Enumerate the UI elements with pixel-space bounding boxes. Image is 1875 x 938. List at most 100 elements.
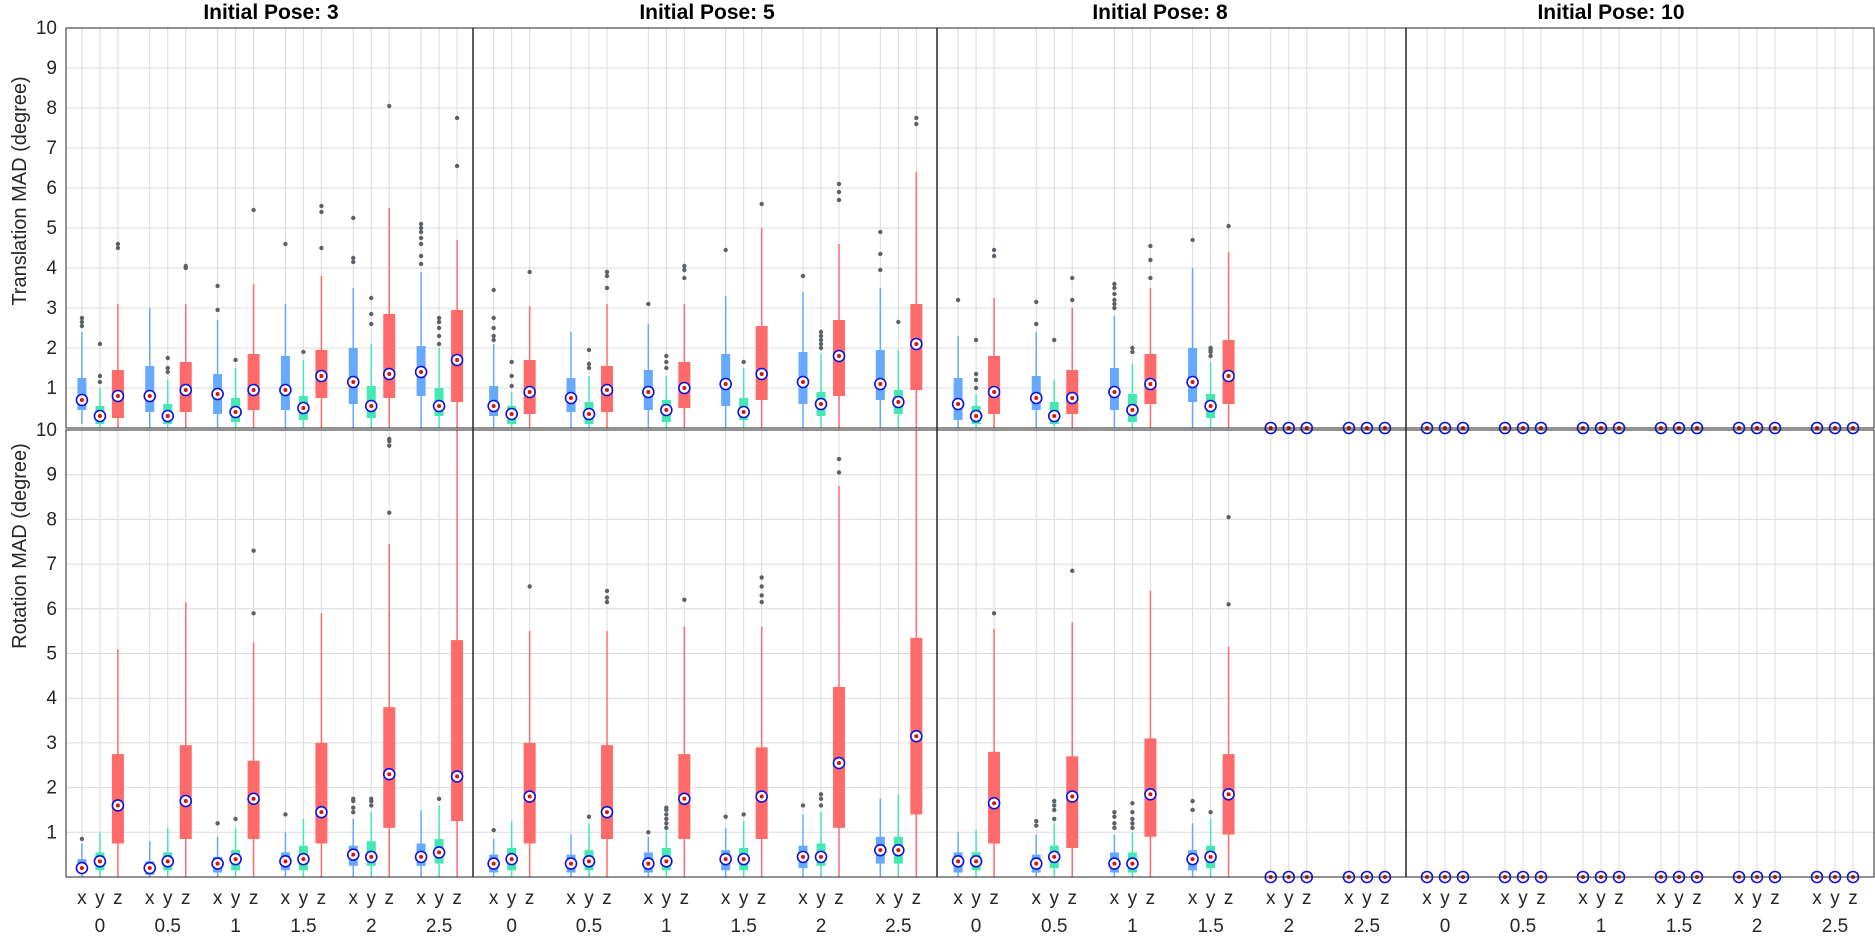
outlier-point-y (436, 796, 442, 801)
x-tick-label-axis: y (662, 888, 672, 909)
outlier-point-x (491, 287, 496, 293)
mean-marker-dot-y (664, 859, 669, 864)
x-tick-label-noise: 0.5 (1510, 916, 1536, 937)
y-tick-labels: 1 2 3 4 5 6 7 8 9 10 1 2 3 4 5 6 7 8 9 10 (36, 18, 58, 843)
mean-marker-dot-x (283, 859, 288, 864)
x-tick-label-noise: 1.5 (730, 916, 756, 937)
mean-marker-dot-z (914, 734, 919, 739)
outlier-point-z (759, 575, 764, 580)
mean-marker-dot-x (419, 370, 424, 374)
mean-marker-dot-x (283, 388, 288, 392)
grid-lines (66, 27, 1874, 877)
y-tick-label: 10 (36, 420, 57, 441)
x-tick-label-axis: y (1830, 888, 1840, 909)
outlier-point-y (1052, 337, 1057, 343)
x-tick-label-noise: 2 (1283, 916, 1294, 937)
outlier-point-z (1226, 223, 1231, 229)
outlier-point-z (251, 611, 256, 616)
x-tick-label-noise: 0.5 (576, 916, 602, 937)
outlier-point-x (646, 830, 651, 835)
outlier-point-x (418, 261, 424, 267)
mean-marker-dot-y (165, 414, 170, 418)
outlier-point-z (527, 269, 532, 275)
mean-marker-dot-y (301, 406, 306, 410)
outlier-point-y (664, 812, 669, 817)
mean-marker-dot-y (97, 859, 102, 864)
outlier-point-y (973, 377, 979, 383)
x-tick-label-noise: 0 (971, 916, 982, 937)
mean-marker-dot-y (896, 400, 901, 404)
x-tick-label-noise: 1.5 (1197, 916, 1223, 937)
outlier-point-y (973, 371, 979, 377)
mean-marker-dot-x (723, 382, 728, 386)
x-tick-label-axis: z (1458, 888, 1468, 909)
outlier-point-z (759, 593, 764, 598)
mean-marker-dot-z (527, 390, 532, 394)
outlier-point-z (319, 245, 324, 251)
outlier-point-x (1034, 299, 1039, 305)
mean-marker-dot-z (682, 796, 687, 801)
box-iqr-z (179, 745, 192, 840)
outlier-point-y (369, 311, 374, 317)
x-tick-label-noise: 0 (1440, 916, 1451, 937)
x-tick-label-axis: x (77, 888, 87, 909)
x-tick-label-axis: x (1812, 888, 1822, 909)
outlier-point-y (586, 814, 592, 819)
outlier-point-z (991, 611, 997, 616)
outlier-point-x (1112, 291, 1117, 297)
x-tick-label-axis: y (1752, 888, 1762, 909)
x-tick-label-axis: z (989, 888, 999, 909)
mean-marker-dot-y (819, 854, 823, 859)
box-iqr-x (145, 366, 155, 412)
mean-marker-dot-y (437, 850, 442, 855)
x-tick-label-axis: y (739, 888, 749, 909)
outlier-point-x (955, 297, 961, 303)
x-tick-label-axis: y (434, 888, 444, 909)
x-tick-label-axis: x (1578, 888, 1588, 909)
outlier-point-y (509, 359, 514, 365)
outlier-point-y (664, 359, 669, 365)
outlier-point-x (1034, 321, 1039, 327)
row-y-labels: Translation MAD (degree) Rotation MAD (d… (9, 76, 31, 649)
outlier-point-x (418, 241, 424, 247)
y-tick-label: 8 (46, 509, 57, 530)
mean-marker-dot-x (1190, 380, 1195, 384)
outlier-point-y (369, 295, 374, 301)
outlier-point-z (319, 209, 324, 215)
mean-marker-dot-y (741, 410, 746, 414)
x-tick-label-noise: 1 (1127, 916, 1138, 937)
y-tick-label: 1 (46, 822, 57, 843)
outlier-point-x (491, 337, 496, 343)
outlier-point-y (369, 803, 374, 808)
mean-marker-dot-z (759, 372, 764, 376)
outlier-point-z (1070, 275, 1075, 281)
mean-marker-dot-z (837, 354, 841, 358)
mean-marker-dot-y (1208, 404, 1213, 408)
outlier-point-x (1190, 798, 1195, 804)
outlier-point-z (836, 189, 842, 195)
outlier-point-y (1208, 353, 1213, 359)
outlier-point-x (491, 827, 496, 833)
outlier-point-x (1190, 807, 1195, 813)
x-tick-label-axis: z (452, 888, 462, 909)
outlier-point-z (836, 181, 842, 187)
mean-marker-dot-z (759, 794, 764, 799)
outlier-point-x (79, 323, 85, 329)
outlier-point-x (283, 812, 288, 817)
x-tick-label-axis: x (1500, 888, 1510, 909)
outlier-point-y (369, 321, 374, 327)
outlier-point-x (1112, 285, 1117, 291)
outlier-point-x (351, 259, 356, 265)
x-tick-label-axis: y (231, 888, 241, 909)
x-tick-label-axis: y (507, 888, 517, 909)
row-frame-0 (65, 27, 1875, 429)
outlier-point-z (387, 436, 392, 442)
outlier-point-y (586, 361, 592, 367)
box-iqr-z (315, 742, 328, 844)
y-tick-label: 10 (36, 18, 57, 39)
x-tick-label-axis: y (1596, 888, 1606, 909)
x-tick-label-axis: x (1422, 888, 1432, 909)
x-tick-label-axis: x (281, 888, 291, 909)
outlier-point-z (1070, 568, 1075, 574)
